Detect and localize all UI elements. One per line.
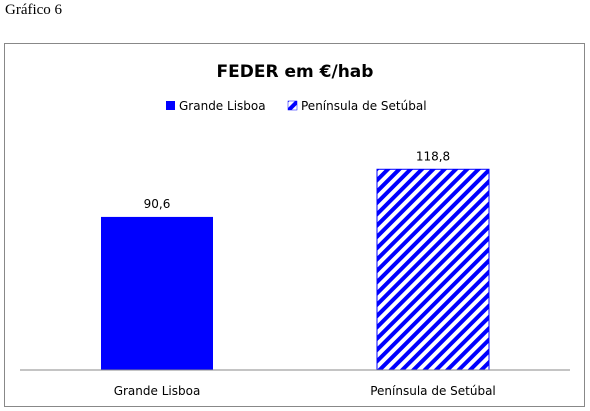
bar-grande-lisboa xyxy=(101,216,213,370)
value-label-peninsula-de-setubal: 118,8 xyxy=(416,149,450,163)
value-label-grande-lisboa: 90,6 xyxy=(144,197,171,211)
legend-label-grande-lisboa: Grande Lisboa xyxy=(179,99,266,113)
x-tick-grande-lisboa: Grande Lisboa xyxy=(114,384,201,398)
figure-caption: Gráfico 6 xyxy=(5,2,63,18)
chart-title: FEDER em €/hab xyxy=(217,62,374,82)
bars-group: 90,6 118,8 xyxy=(101,149,490,371)
legend: Grande Lisboa Península de Setúbal xyxy=(166,99,427,113)
legend-label-peninsula-de-setubal: Península de Setúbal xyxy=(301,99,427,113)
x-tick-labels: Grande Lisboa Península de Setúbal xyxy=(114,384,496,398)
bar-peninsula-de-setubal xyxy=(376,168,490,371)
legend-swatch-grande-lisboa xyxy=(166,101,175,110)
legend-swatch-peninsula-de-setubal xyxy=(287,100,298,111)
x-tick-peninsula-de-setubal: Península de Setúbal xyxy=(370,384,496,398)
